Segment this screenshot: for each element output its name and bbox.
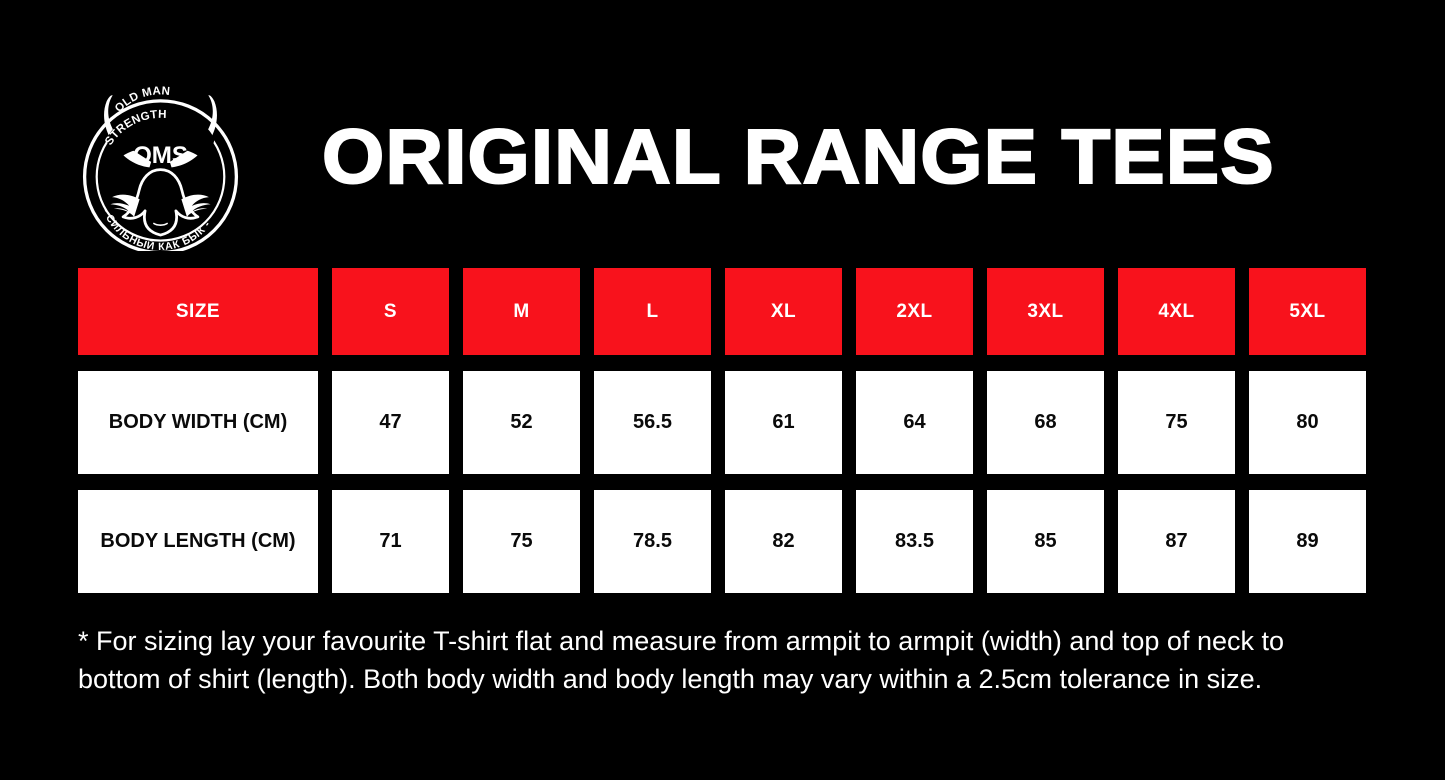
svg-text:OMS: OMS bbox=[133, 142, 188, 169]
